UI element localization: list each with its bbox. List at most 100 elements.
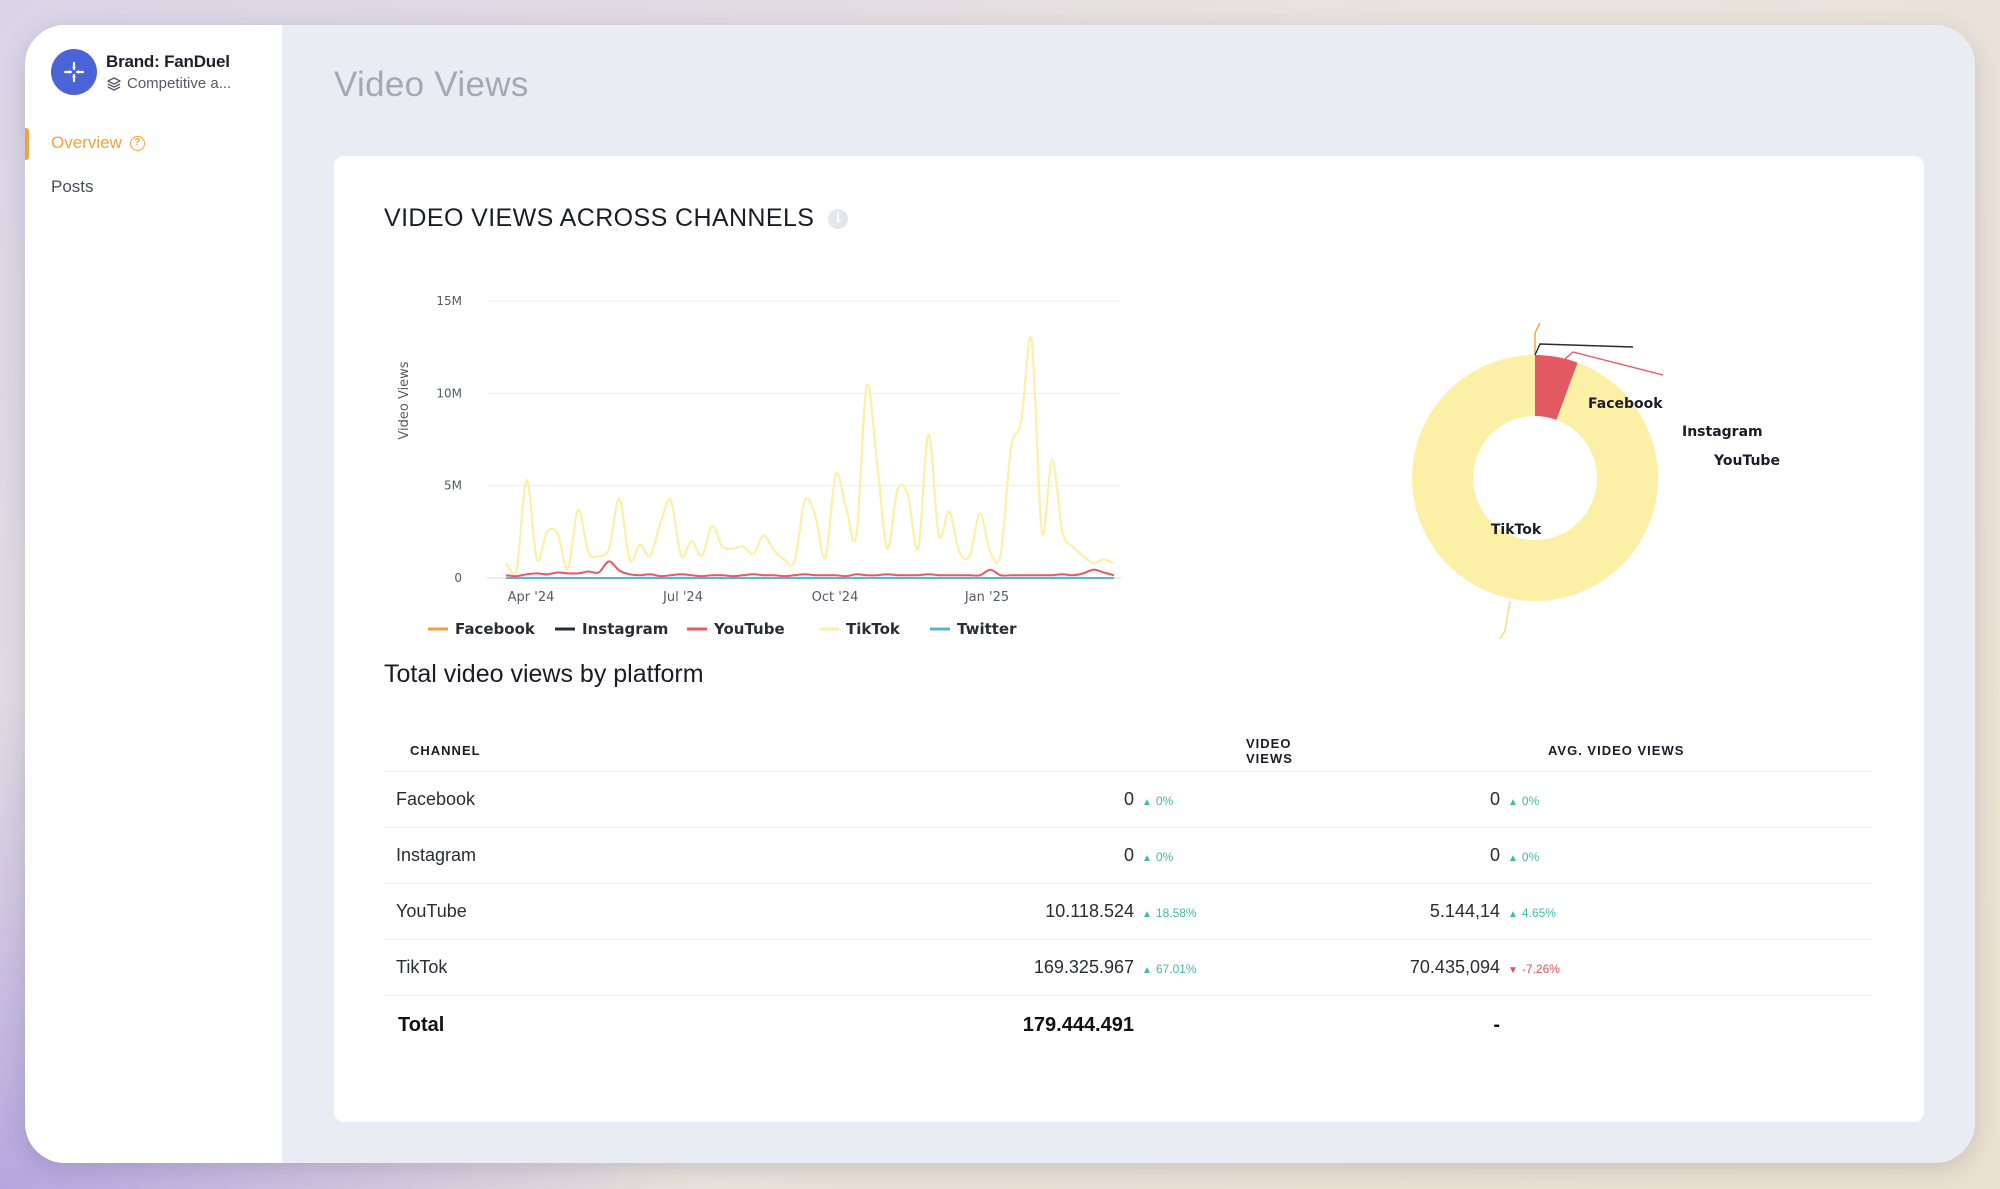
total-views: 179.444.491 [904,994,1304,1055]
channel-cell: YouTube [384,882,904,939]
y-tick-label: 5M [444,479,462,493]
active-indicator [25,128,29,160]
table-row: TikTok 169.325.967 ▲ 67.01% 70.435,094 ▼ -7.26… [384,938,1872,995]
value-cell: 0 ▲ 0% [1304,770,1872,827]
channel-name: TikTok [396,956,448,977]
triangle-up-icon: ▲ [1508,796,1518,808]
value-number: 0 [1123,788,1134,809]
legend-item-youtube[interactable]: YouTube [687,620,785,638]
pie-label-youtube: YouTube [1564,351,1780,469]
value-cell: 10.118.524 ▲ 18.58% [904,882,1304,939]
change-indicator: ▲ 4.65% [1508,906,1572,920]
change-indicator: ▲ 18.58% [1142,906,1206,920]
triangle-down-icon: ▼ [1508,964,1518,976]
change-percent: 0% [1521,849,1540,864]
triangle-up-icon: ▲ [1508,908,1518,920]
table-row: YouTube 10.118.524 ▲ 18.58% 5.144,14 ▲ 4.65% [384,882,1872,939]
change-indicator: ▼ -7.26% [1508,962,1572,976]
brand-header[interactable]: Brand: FanDuel Competitive a... [51,49,231,95]
value-cell: 70.435,094 ▼ -7.26% [1304,938,1872,995]
change-percent: 18.58% [1155,905,1197,920]
x-tick-label: Apr '24 [508,590,555,605]
change-percent: 4.65% [1521,905,1556,920]
value-cell: 0 ▲ 0% [904,826,1304,883]
value-number: 5.144,14 [1429,900,1500,921]
sidebar-item-label: Posts [51,177,94,196]
brand-subtitle-text: Competitive a... [127,75,232,92]
change-indicator: ▲ 0% [1508,794,1572,808]
pie-label-facebook: Facebook [1534,322,1663,412]
legend-item-instagram[interactable]: Instagram [555,620,668,638]
pie-label-text: Instagram [1682,424,1763,440]
x-tick-label: Jan '25 [964,590,1009,605]
table-row: Facebook 0 ▲ 0% 0 ▲ 0% [384,770,1872,827]
slice-tiktok [1412,355,1658,601]
slice-youtube [1535,355,1578,420]
change-percent: 0% [1155,793,1174,808]
triangle-up-icon: ▲ [1508,852,1518,864]
pie-connector [1499,600,1511,640]
y-axis-label: Video Views [397,361,412,439]
channel-cell: TikTok [384,938,904,995]
app-window: Brand: FanDuel Competitive a... Overview… [25,25,1975,1163]
value-number: 0 [1123,844,1134,865]
change-indicator: ▲ 0% [1142,794,1206,808]
platform-table: CHANNEL VIDEO VIEWS AVG. VIDEO VIEWS Fac… [384,731,1872,1055]
pie-label-text: Facebook [1588,396,1663,412]
legend-label: YouTube [713,620,785,638]
y-tick-label: 0 [454,571,462,585]
pie-label-tiktok: TikTok [1491,522,1542,640]
table-row: Instagram 0 ▲ 0% 0 ▲ 0% [384,826,1872,883]
series-line-tiktok [505,336,1115,575]
legend-item-twitter[interactable]: Twitter [930,620,1017,638]
value-number: 169.325.967 [1033,956,1134,977]
info-icon[interactable]: i [828,208,849,229]
value-number: 0 [1489,788,1500,809]
value-cell: 5.144,14 ▲ 4.65% [1304,882,1872,939]
value-number: 70.435,094 [1409,956,1500,977]
change-percent: 0% [1155,849,1174,864]
triangle-up-icon: ▲ [1142,796,1152,808]
channel-name: Facebook [396,788,476,809]
sidebar-item-posts[interactable]: Posts [51,177,94,197]
pie-connector [1564,351,1664,376]
table-header-row: CHANNEL VIDEO VIEWS AVG. VIDEO VIEWS [384,731,1872,771]
total-row: Total 179.444.491- [384,994,1872,1055]
legend-label: Instagram [582,620,668,638]
triangle-up-icon: ▲ [1142,964,1152,976]
column-header-avg-video-views[interactable]: AVG. VIDEO VIEWS [1548,743,1685,759]
card-title-text: VIDEO VIEWS ACROSS CHANNELS [384,204,815,232]
pie-label-text: TikTok [1491,522,1542,538]
change-indicator: ▲ 0% [1508,850,1572,864]
legend-label: TikTok [846,620,901,638]
help-icon[interactable]: ? [129,135,145,151]
legend-item-tiktok[interactable]: TikTok [819,620,901,638]
brand-subtitle: Competitive a... [106,75,231,92]
triangle-up-icon: ▲ [1142,852,1152,864]
column-header-channel[interactable]: CHANNEL [410,743,481,759]
value-cell: 0 ▲ 0% [1304,826,1872,883]
x-tick-label: Oct '24 [812,590,859,605]
change-percent: 0% [1521,793,1540,808]
card-title: VIDEO VIEWS ACROSS CHANNELS i [384,204,849,233]
brand-logo [51,49,97,95]
total-label: Total [384,994,904,1055]
x-tick-label: Jul '24 [662,590,703,605]
value-number: 0 [1489,844,1500,865]
sidebar-item-label: Overview [51,133,122,152]
sidebar-item-overview[interactable]: Overview ? [51,133,145,153]
line-chart: 0 5M 10M 15M Video Views Apr '24 Jul '24 Oct '2… [397,294,1121,638]
channel-cell: Instagram [384,826,904,883]
y-tick-label: 15M [436,294,462,308]
table-title: Total video views by platform [384,660,704,688]
pie-label-text: YouTube [1713,453,1780,469]
pie-label-instagram: Instagram [1534,343,1763,440]
legend-item-facebook[interactable]: Facebook [428,620,536,638]
pie-connector [1534,322,1541,355]
change-percent: 67.01% [1155,961,1197,976]
sidebar: Brand: FanDuel Competitive a... Overview… [25,25,282,1163]
change-indicator: ▲ 67.01% [1142,962,1206,976]
change-indicator: ▲ 0% [1142,850,1206,864]
column-header-video-views[interactable]: VIDEO VIEWS [1246,735,1293,766]
video-views-card: VIDEO VIEWS ACROSS CHANNELS i 0 5M 10M 15M V… [334,156,1924,1122]
